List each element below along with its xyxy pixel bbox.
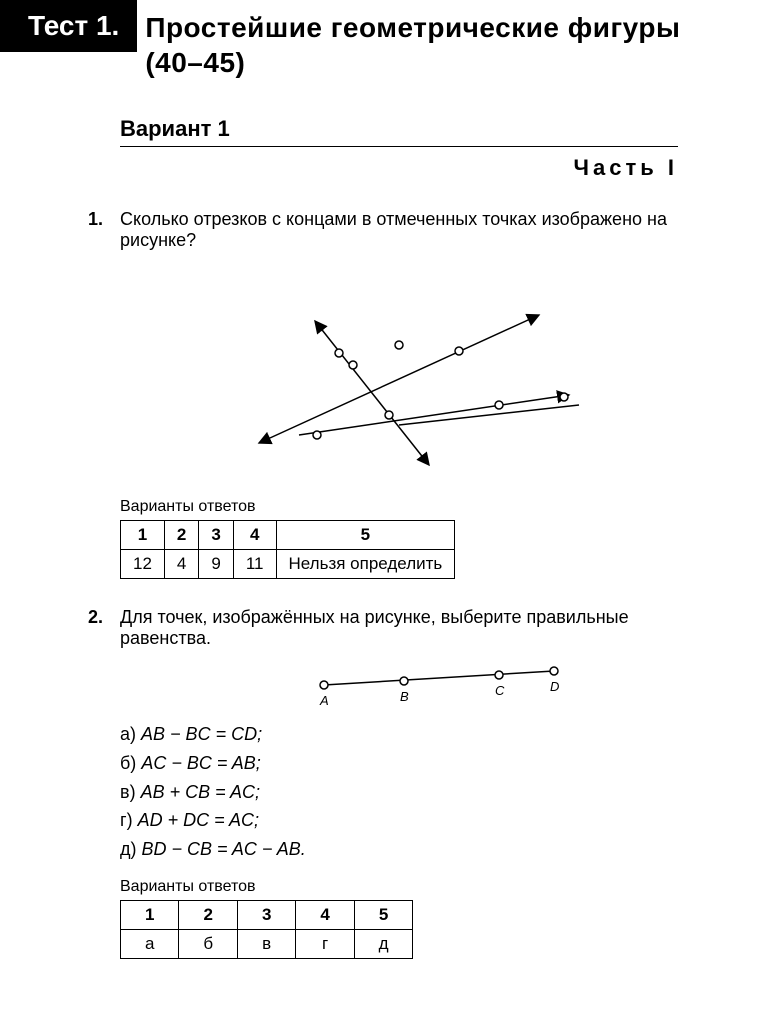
ans-cell: а xyxy=(121,929,179,958)
question-number: 1. xyxy=(88,209,120,579)
answers-caption: Варианты ответов xyxy=(120,878,678,896)
svg-text:C: C xyxy=(495,683,505,698)
equation-row: д) BD − CB = AC − AB. xyxy=(120,835,678,864)
figure-2: A B C D xyxy=(210,663,678,710)
answers-table-2: 1 2 3 4 5 а б в г д xyxy=(120,900,413,959)
figure-1 xyxy=(120,265,678,480)
ans-head: 5 xyxy=(276,521,455,550)
figure-1-svg xyxy=(199,265,599,475)
ans-head: 4 xyxy=(233,521,276,550)
ans-head: 4 xyxy=(296,900,354,929)
equation-row: г) AD + DC = AC; xyxy=(120,806,678,835)
ans-cell: д xyxy=(354,929,412,958)
ans-head: 5 xyxy=(354,900,412,929)
answers-caption: Варианты ответов xyxy=(120,498,678,516)
title-line-2: (40–45) xyxy=(145,45,680,80)
svg-text:A: A xyxy=(319,693,329,705)
svg-text:B: B xyxy=(400,689,409,704)
test-badge: Тест 1. xyxy=(0,0,137,52)
ans-cell: Нельзя определить xyxy=(276,550,455,579)
question-number: 2. xyxy=(88,607,120,959)
ans-cell: 9 xyxy=(199,550,233,579)
ans-head: 3 xyxy=(237,900,295,929)
question-text: Для точек, изображённых на рисунке, выбе… xyxy=(120,607,678,649)
ans-cell: б xyxy=(179,929,237,958)
equation-row: б) AC − BC = AB; xyxy=(120,749,678,778)
svg-text:D: D xyxy=(550,679,559,694)
ans-cell: 4 xyxy=(164,550,198,579)
ans-head: 1 xyxy=(121,521,165,550)
ans-cell: 11 xyxy=(233,550,276,579)
equations-list: а) AB − BC = CD; б) AC − BC = AB; в) AB … xyxy=(120,720,678,864)
ans-cell: в xyxy=(237,929,295,958)
part-label: Часть I xyxy=(120,155,678,181)
answers-table-1: 1 2 3 4 5 12 4 9 11 Нельзя определить xyxy=(120,520,455,579)
ans-cell: г xyxy=(296,929,354,958)
title-line-1: Простейшие геометрические фигуры xyxy=(145,10,680,45)
variant-rule xyxy=(120,146,678,147)
question-2: 2. Для точек, изображённых на рисунке, в… xyxy=(120,607,678,959)
variant-block: Вариант 1 Часть I xyxy=(120,116,678,181)
test-title: Простейшие геометрические фигуры (40–45) xyxy=(137,0,680,80)
ans-head: 3 xyxy=(199,521,233,550)
ans-head: 1 xyxy=(121,900,179,929)
question-1: 1. Сколько отрезков с концами в отмеченн… xyxy=(120,209,678,579)
variant-title: Вариант 1 xyxy=(120,116,678,146)
ans-head: 2 xyxy=(164,521,198,550)
question-text: Сколько отрезков с концами в отмеченных … xyxy=(120,209,678,251)
page-header: Тест 1. Простейшие геометрические фигуры… xyxy=(0,0,768,80)
figure-2-svg: A B C D xyxy=(314,663,574,705)
ans-head: 2 xyxy=(179,900,237,929)
equation-row: а) AB − BC = CD; xyxy=(120,720,678,749)
equation-row: в) AB + CB = AC; xyxy=(120,778,678,807)
ans-cell: 12 xyxy=(121,550,165,579)
